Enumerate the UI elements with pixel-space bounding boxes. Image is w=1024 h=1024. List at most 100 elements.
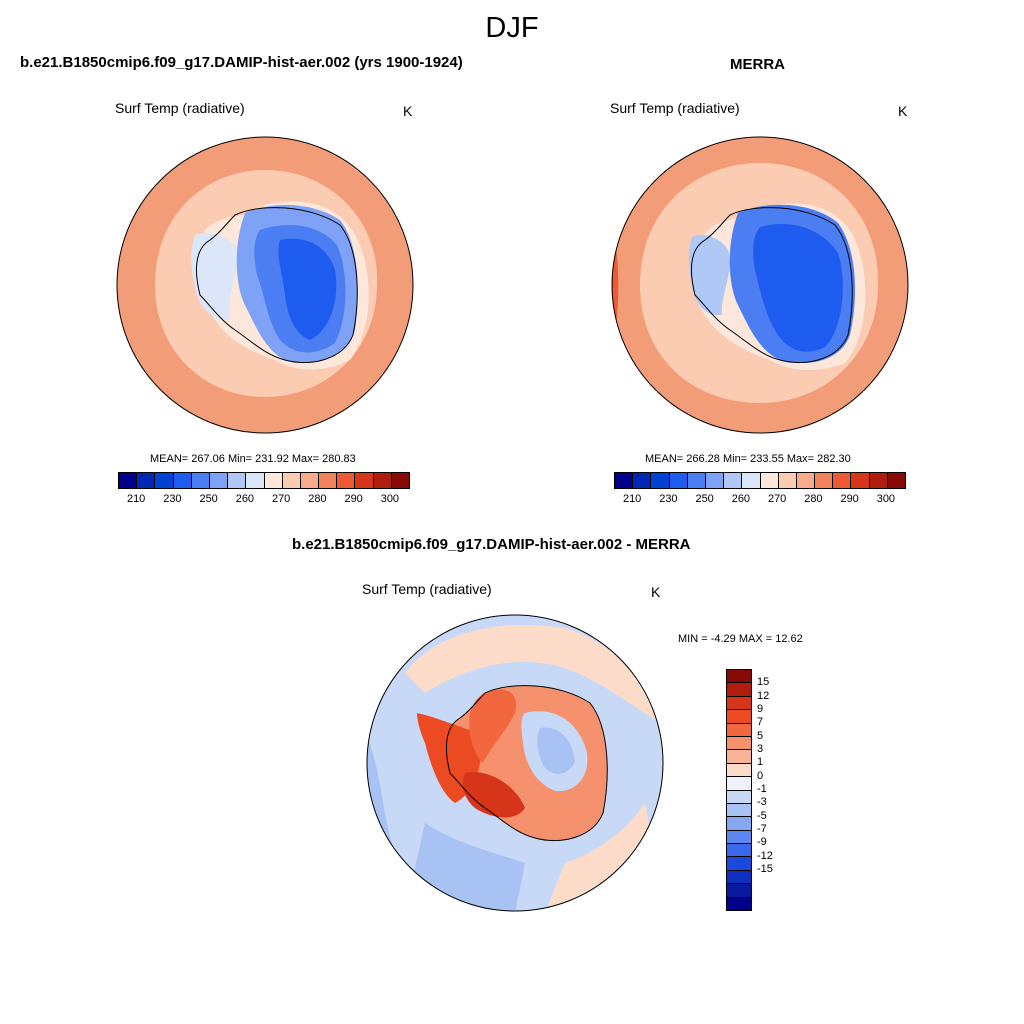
ice-core-region: [278, 238, 337, 340]
colorbar-swatch: [869, 473, 888, 488]
colorbar-swatch: [724, 473, 743, 488]
panel-title-model: b.e21.B1850cmip6.f09_g17.DAMIP-hist-aer.…: [20, 54, 463, 71]
antarctica-coastline: [691, 207, 853, 363]
colorbar-tick-label: 300: [380, 493, 400, 505]
colorbar-tick-label: 5: [757, 729, 764, 742]
colorbar-diff: [726, 669, 752, 911]
antarctica-coastline: [446, 685, 608, 841]
colorbar-swatch: [727, 790, 751, 804]
colorbar-tick-label: 9: [757, 703, 764, 715]
colorbar-swatch: [391, 473, 409, 488]
colorbar-swatch: [796, 473, 816, 488]
colorbar-tick-label: -7: [757, 823, 767, 835]
units-label-diff: K: [651, 584, 661, 600]
colorbar-swatch: [851, 473, 870, 488]
colorbar-swatch: [119, 473, 138, 488]
colorbar-tick-label: -12: [757, 849, 773, 862]
colorbar-swatch: [727, 777, 751, 791]
colorbar-tick-label: -1: [757, 783, 767, 795]
colorbar-swatch: [887, 473, 905, 488]
ice-core-region: [753, 224, 843, 352]
colorbar-swatch: [355, 473, 374, 488]
antarctica-coastline: [196, 207, 358, 363]
colorbar-swatch: [300, 473, 320, 488]
colorbar-tick-label: 250: [695, 493, 714, 505]
colorbar-swatch: [727, 844, 751, 858]
colorbar-swatch: [651, 473, 670, 488]
colorbar-swatch: [319, 473, 338, 488]
colorbar-swatch: [282, 473, 301, 488]
colorbar-tick-label: 290: [840, 493, 859, 505]
colorbar-tick-label: 15: [757, 676, 770, 689]
colorbar-swatch: [373, 473, 392, 488]
colorbar-tick-label: 12: [757, 689, 770, 702]
colorbar-swatch: [687, 473, 706, 488]
colorbar-swatch: [705, 473, 725, 488]
colorbar-swatch: [727, 870, 751, 885]
colorbar-swatch: [191, 473, 210, 488]
colorbar-swatch: [778, 473, 797, 488]
colorbar-tick-label: 1: [757, 756, 764, 769]
colorbar-tick-label: 250: [199, 493, 218, 505]
colorbar-swatch: [727, 857, 751, 871]
colorbar-swatch: [727, 723, 751, 737]
map-model: [116, 136, 414, 434]
colorbar-tick-label: 300: [876, 493, 896, 505]
colorbar-swatch: [727, 803, 751, 818]
colorbar-swatch: [742, 473, 761, 488]
stats-obs: MEAN= 266.28 Min= 233.55 Max= 282.30: [645, 453, 851, 465]
colorbar-swatch: [228, 473, 247, 488]
colorbar-tick-label: -15: [757, 863, 773, 875]
colorbar-swatch: [264, 473, 283, 488]
stats-diff: MIN = -4.29 MAX = 12.62: [678, 633, 803, 645]
variable-label-model: Surf Temp (radiative): [115, 100, 245, 116]
colorbar-swatch: [727, 884, 751, 898]
colorbar-tick-label: 280: [308, 493, 327, 505]
map-diff: [366, 614, 664, 912]
colorbar-tick-label: 7: [757, 716, 764, 729]
map-boundary: [611, 136, 909, 434]
colorbar-swatch: [760, 473, 779, 488]
variable-label-obs: Surf Temp (radiative): [610, 100, 740, 116]
colorbar-tick-label: 230: [163, 493, 182, 505]
colorbar-tick-label: 270: [271, 493, 291, 505]
map-obs: [611, 136, 909, 434]
colorbar-swatch: [727, 763, 751, 778]
colorbar-swatch: [727, 683, 751, 697]
panel-title-obs: MERRA: [730, 56, 785, 73]
colorbar-tick-label: -9: [757, 836, 767, 849]
colorbar-swatch: [833, 473, 852, 488]
colorbar-swatch: [727, 710, 751, 724]
colorbar-swatch: [727, 897, 751, 911]
colorbar-tick-label: -3: [757, 796, 767, 809]
units-label-model: K: [403, 103, 413, 119]
peninsula-region: [689, 234, 730, 316]
colorbar-tick-label: 260: [731, 493, 751, 505]
colorbar-tick-label: 260: [235, 493, 255, 505]
colorbar-tick-label: 230: [659, 493, 678, 505]
colorbar-swatch: [727, 736, 751, 751]
colorbar-swatch: [615, 473, 634, 488]
units-label-obs: K: [898, 103, 908, 119]
ocean-positive-region: [405, 625, 660, 723]
colorbar-swatch: [727, 830, 751, 845]
colorbar-tick-label: 280: [804, 493, 823, 505]
colorbar-tick-label: 0: [757, 769, 764, 782]
colorbar-swatch: [337, 473, 356, 488]
colorbar-swatch: [669, 473, 688, 488]
colorbar-swatch: [727, 696, 751, 711]
variable-label-diff: Surf Temp (radiative): [362, 581, 492, 597]
colorbar-swatch: [155, 473, 174, 488]
map-boundary: [116, 136, 414, 434]
colorbar-tick-label: 270: [767, 493, 787, 505]
colorbar-swatch: [137, 473, 156, 488]
colorbar-tick-label: 210: [622, 493, 642, 505]
colorbar-tick-label: -5: [757, 809, 767, 822]
colorbar-obs: [614, 472, 906, 489]
panel-title-diff: b.e21.B1850cmip6.f09_g17.DAMIP-hist-aer.…: [292, 536, 691, 553]
colorbar-swatch: [815, 473, 834, 488]
map-boundary: [366, 614, 664, 912]
colorbar-swatch: [727, 817, 751, 831]
colorbar-swatch: [727, 750, 751, 764]
colorbar-tick-label: 3: [757, 743, 764, 755]
